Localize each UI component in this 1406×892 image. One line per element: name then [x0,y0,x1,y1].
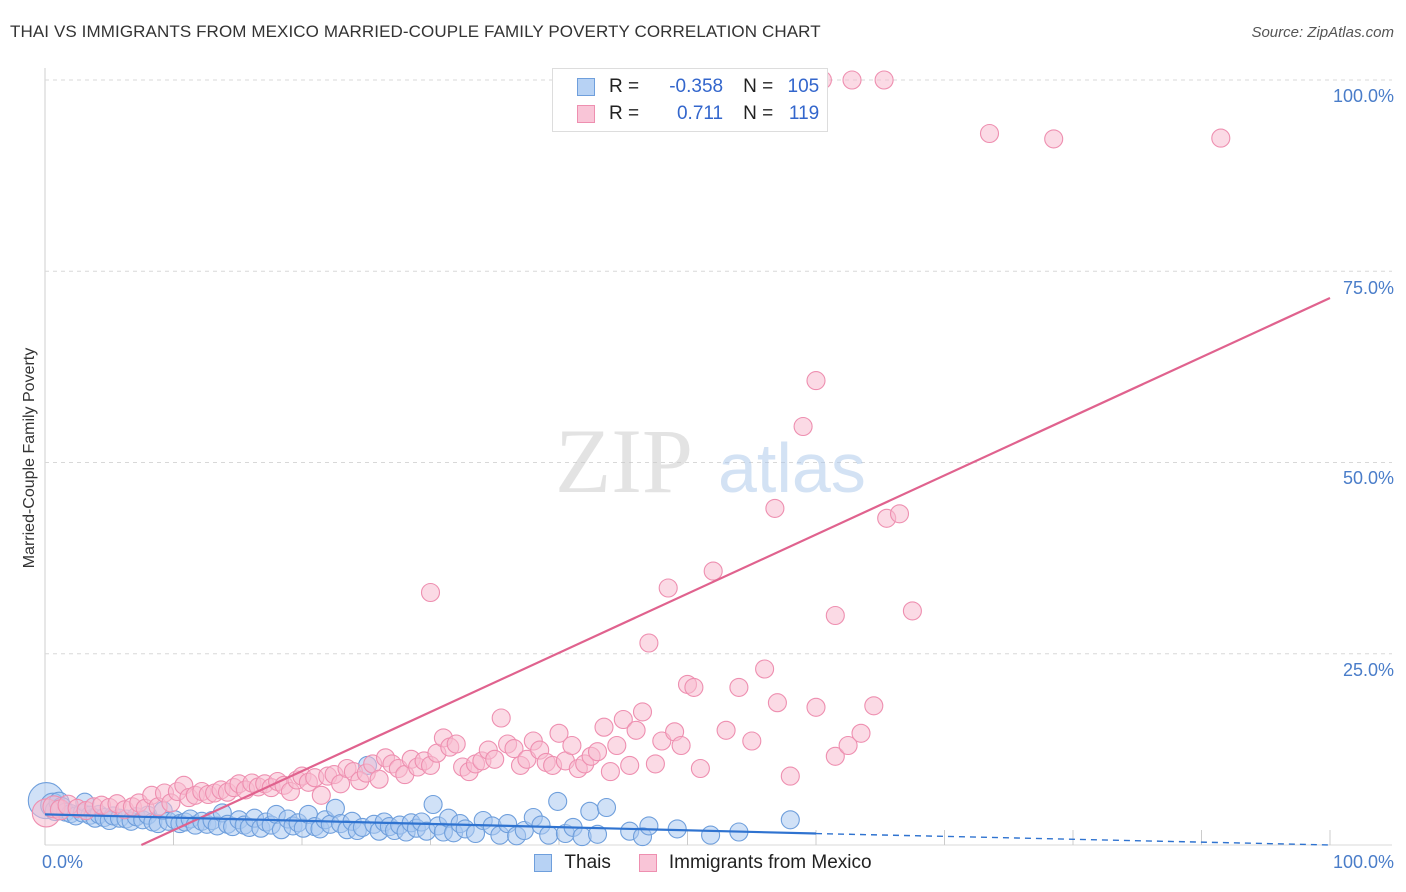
mexico-point [600,762,620,782]
legend-swatch-mexico [577,105,595,123]
mexico-point [979,123,1000,144]
mexico-point [620,755,640,775]
mexico-point [587,742,608,762]
mexico-point [838,735,858,756]
thai-point [596,797,617,818]
mexico-trend-line [140,297,1331,846]
mexico-point [311,785,331,805]
mexico-point [767,693,787,713]
mexico-point [420,582,441,603]
mexico-point [562,735,582,756]
mexico-point [806,697,826,717]
trend-lines [44,297,1331,846]
thai-trend-extension [815,832,1331,846]
y-tick-label: 50.0% [1342,468,1394,488]
thai-point [539,825,559,845]
legend-row-mexico: R = 0.711 N = 119 [577,102,819,126]
correlation-legend: R = -0.358 N = 105 R = 0.711 N = 119 [552,68,828,132]
mexico-point [806,371,826,391]
mexico-point [825,746,845,766]
mexico-point [658,578,678,598]
legend-row-thai: R = -0.358 N = 105 [577,75,819,99]
y-tick-label: 75.0% [1342,278,1394,298]
thai-point [639,816,659,836]
x-tick-label: 100.0% [1332,852,1394,872]
mexico-point [864,696,884,716]
chart-title: THAI VS IMMIGRANTS FROM MEXICO MARRIED-C… [10,22,821,41]
thai-point [580,801,600,821]
legend-label-thais: Thais [564,852,611,873]
legend-n-label: N = [743,103,774,124]
legend-n-value-thai: 105 [787,76,820,97]
mexico-point [504,739,524,759]
watermark: ZIP atlas [555,410,866,512]
mexico-point [446,734,466,754]
watermark-atlas: atlas [718,429,866,507]
mexico-point [755,659,775,679]
thai-point [423,794,443,815]
legend-item-thais[interactable]: Thais [534,852,611,874]
mexico-point [729,677,749,697]
watermark-zip: ZIP [555,410,693,512]
legend-swatch-mexico [638,854,657,872]
legend-r-value-mexico: 0.711 [676,103,724,124]
mexico-point [549,723,569,743]
thai-point [780,810,800,830]
legend-swatch-thai [577,78,595,96]
mexico-point [607,735,627,756]
thai-point [548,791,568,811]
mexico-point [851,723,871,743]
mexico-point [626,720,646,740]
mexico-point [594,717,614,737]
legend-label-mexico: Immigrants from Mexico [668,852,872,873]
mexico-point [716,720,736,740]
mexico-point [485,749,505,769]
legend-n-value-mexico: 119 [788,103,820,124]
mexico-point [1211,128,1231,148]
mexico-point [639,633,659,653]
legend-r-label: R = [609,76,640,97]
mexico-point [825,605,845,626]
x-tick-label: 0.0% [42,852,84,872]
mex-points [31,70,1231,828]
legend-swatch-thais [534,854,553,872]
mexico-point [842,70,862,90]
mexico-point [369,769,389,789]
source-label: Source: ZipAtlas.com [1251,24,1394,41]
thai-trend-line [44,813,817,835]
mexico-point [671,735,691,756]
y-tick-label: 100.0% [1332,86,1394,106]
y-tick-label: 25.0% [1342,660,1394,680]
thai-point [701,825,721,845]
series-legend: Thais Immigrants from Mexico [0,852,1406,874]
mexico-point [703,561,723,581]
mexico-point [874,70,894,90]
mexico-point [1044,129,1064,149]
mexico-point [765,498,785,518]
legend-r-value-thai: -0.358 [669,76,724,97]
mexico-point [690,758,710,779]
mexico-point [645,754,665,774]
mexico-point [491,708,511,728]
mexico-point [742,731,762,751]
mexico-point [632,702,653,722]
mexico-point [613,709,633,730]
thai-point [587,824,608,844]
mexico-point [684,677,704,697]
mexico-point [902,601,922,621]
mexico-point [889,504,910,524]
legend-n-label: N = [743,76,774,97]
mexico-point [793,416,813,437]
mexico-point [780,766,800,786]
legend-item-mexico[interactable]: Immigrants from Mexico [638,852,872,874]
legend-r-label: R = [609,103,640,124]
